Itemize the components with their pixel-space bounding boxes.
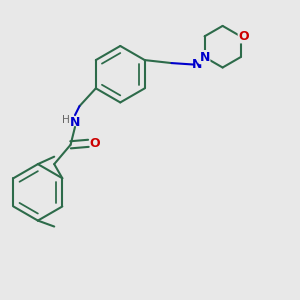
Text: O: O	[238, 30, 249, 43]
Text: N: N	[192, 58, 203, 71]
Text: H: H	[62, 115, 70, 124]
Text: N: N	[200, 51, 210, 64]
Text: O: O	[89, 137, 100, 150]
Text: N: N	[70, 116, 80, 129]
